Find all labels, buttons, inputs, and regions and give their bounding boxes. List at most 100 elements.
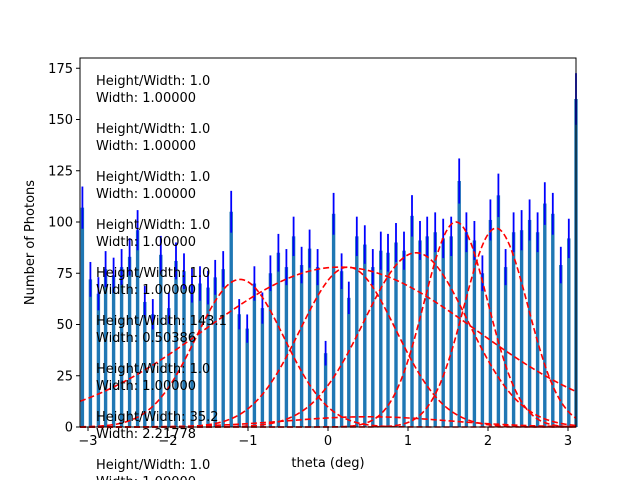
bar <box>503 267 508 427</box>
x-axis-ticks: −3 −2 −1 0 1 2 3 <box>78 427 572 449</box>
fit-annotation-height: Height/Width: 1.0 <box>96 74 210 89</box>
fit-annotation-width: Width: 1.00000 <box>96 187 196 202</box>
bar <box>151 314 155 427</box>
y-tick-label: 0 <box>65 421 73 436</box>
bar <box>143 301 147 427</box>
bar <box>237 314 241 427</box>
bar <box>339 271 344 427</box>
bar-series <box>80 99 578 427</box>
fit-annotation-height: Height/Width: 1.0 <box>96 266 210 281</box>
fit-curve <box>79 266 577 403</box>
bar <box>379 250 383 427</box>
bar <box>174 260 178 427</box>
bar <box>213 277 217 427</box>
bar <box>355 236 359 427</box>
fit-annotation-height: Height/Width: 35.2 <box>96 410 219 425</box>
x-axis-label: theta (deg) <box>291 456 364 471</box>
fit-annotation-width: Width: 1.00000 <box>96 475 196 480</box>
fit-annotation-width: Width: 2.21778 <box>96 427 196 442</box>
y-tick-label: 125 <box>48 164 73 179</box>
fit-annotation-height: Height/Width: 1.0 <box>96 458 210 473</box>
bar <box>268 273 273 427</box>
bar <box>252 283 257 427</box>
bar <box>551 213 555 427</box>
bar <box>386 252 390 427</box>
bar <box>198 283 202 427</box>
bar <box>111 275 116 427</box>
y-tick-label: 50 <box>56 318 73 333</box>
bar <box>567 238 571 427</box>
fit-annotation-height: Height/Width: 1.0 <box>96 170 210 185</box>
bar <box>347 297 351 427</box>
y-tick-label: 100 <box>48 216 73 231</box>
y-axis-label: Number of Photons <box>23 180 38 305</box>
bar <box>229 211 233 427</box>
fit-annotation-height: Height/Width: 1.0 <box>96 122 210 137</box>
bar <box>449 236 453 427</box>
bar <box>182 271 186 427</box>
bar <box>323 353 328 427</box>
y-tick-label: 75 <box>56 267 73 282</box>
bar <box>119 267 124 427</box>
bar <box>127 256 132 427</box>
x-tick-label: −3 <box>78 434 97 449</box>
x-tick-label: 0 <box>324 434 332 449</box>
bar <box>410 215 414 427</box>
bar <box>543 203 547 427</box>
x-tick-label: 2 <box>484 434 492 449</box>
fit-annotation-height: Height/Width: 143.1 <box>96 314 227 329</box>
bar <box>559 265 563 427</box>
bar <box>103 269 108 427</box>
bar <box>519 230 524 427</box>
x-tick-label: −2 <box>158 434 177 449</box>
bar <box>331 213 336 427</box>
fit-annotation-width: Width: 1.00000 <box>96 379 196 394</box>
bar <box>464 232 469 427</box>
y-axis-ticks: 0 25 50 75 100 125 150 175 <box>48 62 80 436</box>
bar <box>425 236 429 427</box>
bar <box>535 232 540 427</box>
bar <box>457 181 461 427</box>
bar <box>159 254 163 427</box>
fit-annotation-width: Width: 0.50386 <box>96 331 196 346</box>
fit-annotations: Height/Width: 1.0 Width: 1.00000 Height/Wi… <box>96 74 227 480</box>
bar <box>511 232 516 427</box>
bar <box>206 287 210 427</box>
bar <box>260 308 265 427</box>
bar <box>527 219 532 427</box>
bar <box>299 265 304 427</box>
bar <box>167 308 171 427</box>
bar <box>245 328 249 427</box>
bar <box>190 285 194 427</box>
fit-annotation-width: Width: 1.00000 <box>96 235 196 250</box>
fit-annotation-height: Height/Width: 1.0 <box>96 362 210 377</box>
x-tick-label: −1 <box>238 434 257 449</box>
bar <box>284 267 289 427</box>
bar <box>363 244 367 427</box>
bar <box>80 207 85 427</box>
bar <box>441 238 445 427</box>
error-bar-series <box>81 73 577 366</box>
bar <box>315 267 320 427</box>
fit-annotation-height: Height/Width: 1.0 <box>96 218 210 233</box>
bar <box>307 248 312 427</box>
bar <box>394 242 398 427</box>
bar <box>488 219 493 427</box>
bar <box>418 240 422 427</box>
y-tick-label: 150 <box>48 113 73 128</box>
bar <box>371 267 375 427</box>
fit-annotation-width: Width: 1.00000 <box>96 139 196 154</box>
y-tick-label: 25 <box>56 369 73 384</box>
x-tick-label: 3 <box>564 434 572 449</box>
fit-annotation-width: Width: 1.00000 <box>96 283 196 298</box>
bar <box>496 195 501 427</box>
bar <box>276 252 281 427</box>
fit-annotation-width: Width: 1.00000 <box>96 91 196 106</box>
bar <box>88 279 93 427</box>
bar <box>433 232 437 427</box>
bar <box>135 230 140 427</box>
y-tick-label: 175 <box>48 62 73 77</box>
bar <box>402 250 406 427</box>
x-tick-label: 1 <box>404 434 412 449</box>
